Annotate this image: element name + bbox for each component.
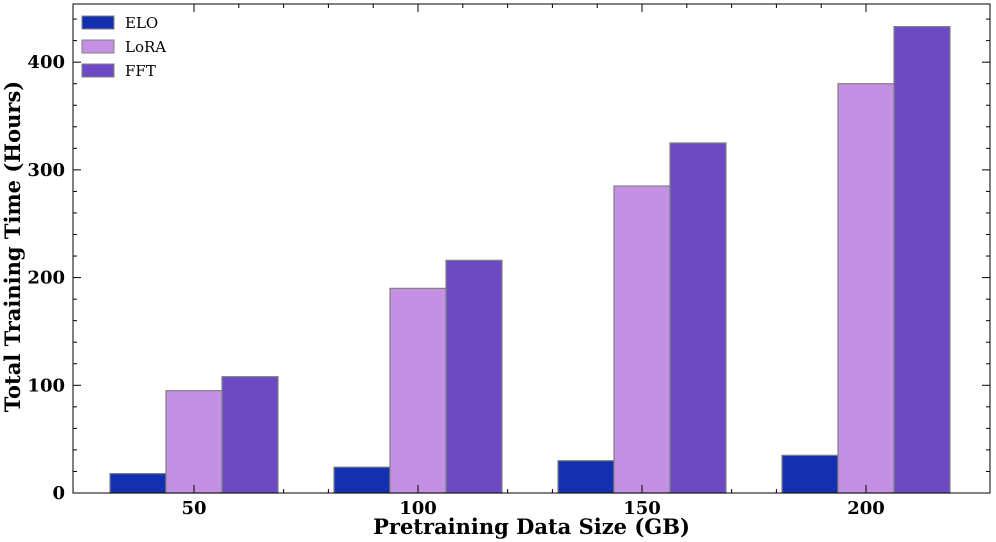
bar-fft-50 (221, 376, 279, 494)
y-tick-label: 400 (27, 52, 65, 73)
bars (109, 26, 951, 494)
bar-lora-100 (389, 287, 447, 494)
legend-label-elo: ELO (125, 14, 158, 32)
bar-lora-50 (165, 390, 223, 494)
bar-elo-100 (333, 466, 391, 494)
bar-fft-150 (669, 142, 727, 494)
bar-elo-200 (781, 454, 839, 494)
x-tick-label: 150 (623, 498, 661, 519)
x-tick-label: 200 (847, 498, 885, 519)
legend-label-lora: LoRA (125, 38, 166, 56)
legend-swatch-fft (81, 63, 115, 78)
bar-lora-200 (837, 83, 895, 494)
legend-swatch-lora (81, 39, 115, 54)
bar-lora-150 (613, 185, 671, 494)
x-tick-label: 50 (181, 498, 206, 519)
y-tick-label: 300 (27, 160, 65, 181)
y-tick-label: 0 (52, 483, 65, 504)
bar-fft-100 (445, 259, 503, 494)
bar-elo-50 (109, 473, 167, 494)
y-ticks: 0 100 200 300 400 (27, 52, 990, 504)
legend-swatch-elo (81, 15, 115, 30)
plot-frame (72, 3, 991, 494)
legend: ELO LoRA FFT (81, 14, 166, 80)
bar-elo-150 (557, 460, 615, 494)
y-tick-label: 100 (27, 375, 65, 396)
x-axis-title: Pretraining Data Size (GB) (373, 514, 690, 539)
y-tick-label: 200 (27, 268, 65, 289)
x-tick-label: 100 (399, 498, 437, 519)
bar-fft-200 (893, 26, 951, 494)
x-ticks: 50 100 150 200 (181, 4, 885, 519)
minor-ticks (73, 4, 990, 493)
legend-label-fft: FFT (125, 62, 156, 80)
y-axis-title: Total Training Time (Hours) (0, 81, 25, 412)
